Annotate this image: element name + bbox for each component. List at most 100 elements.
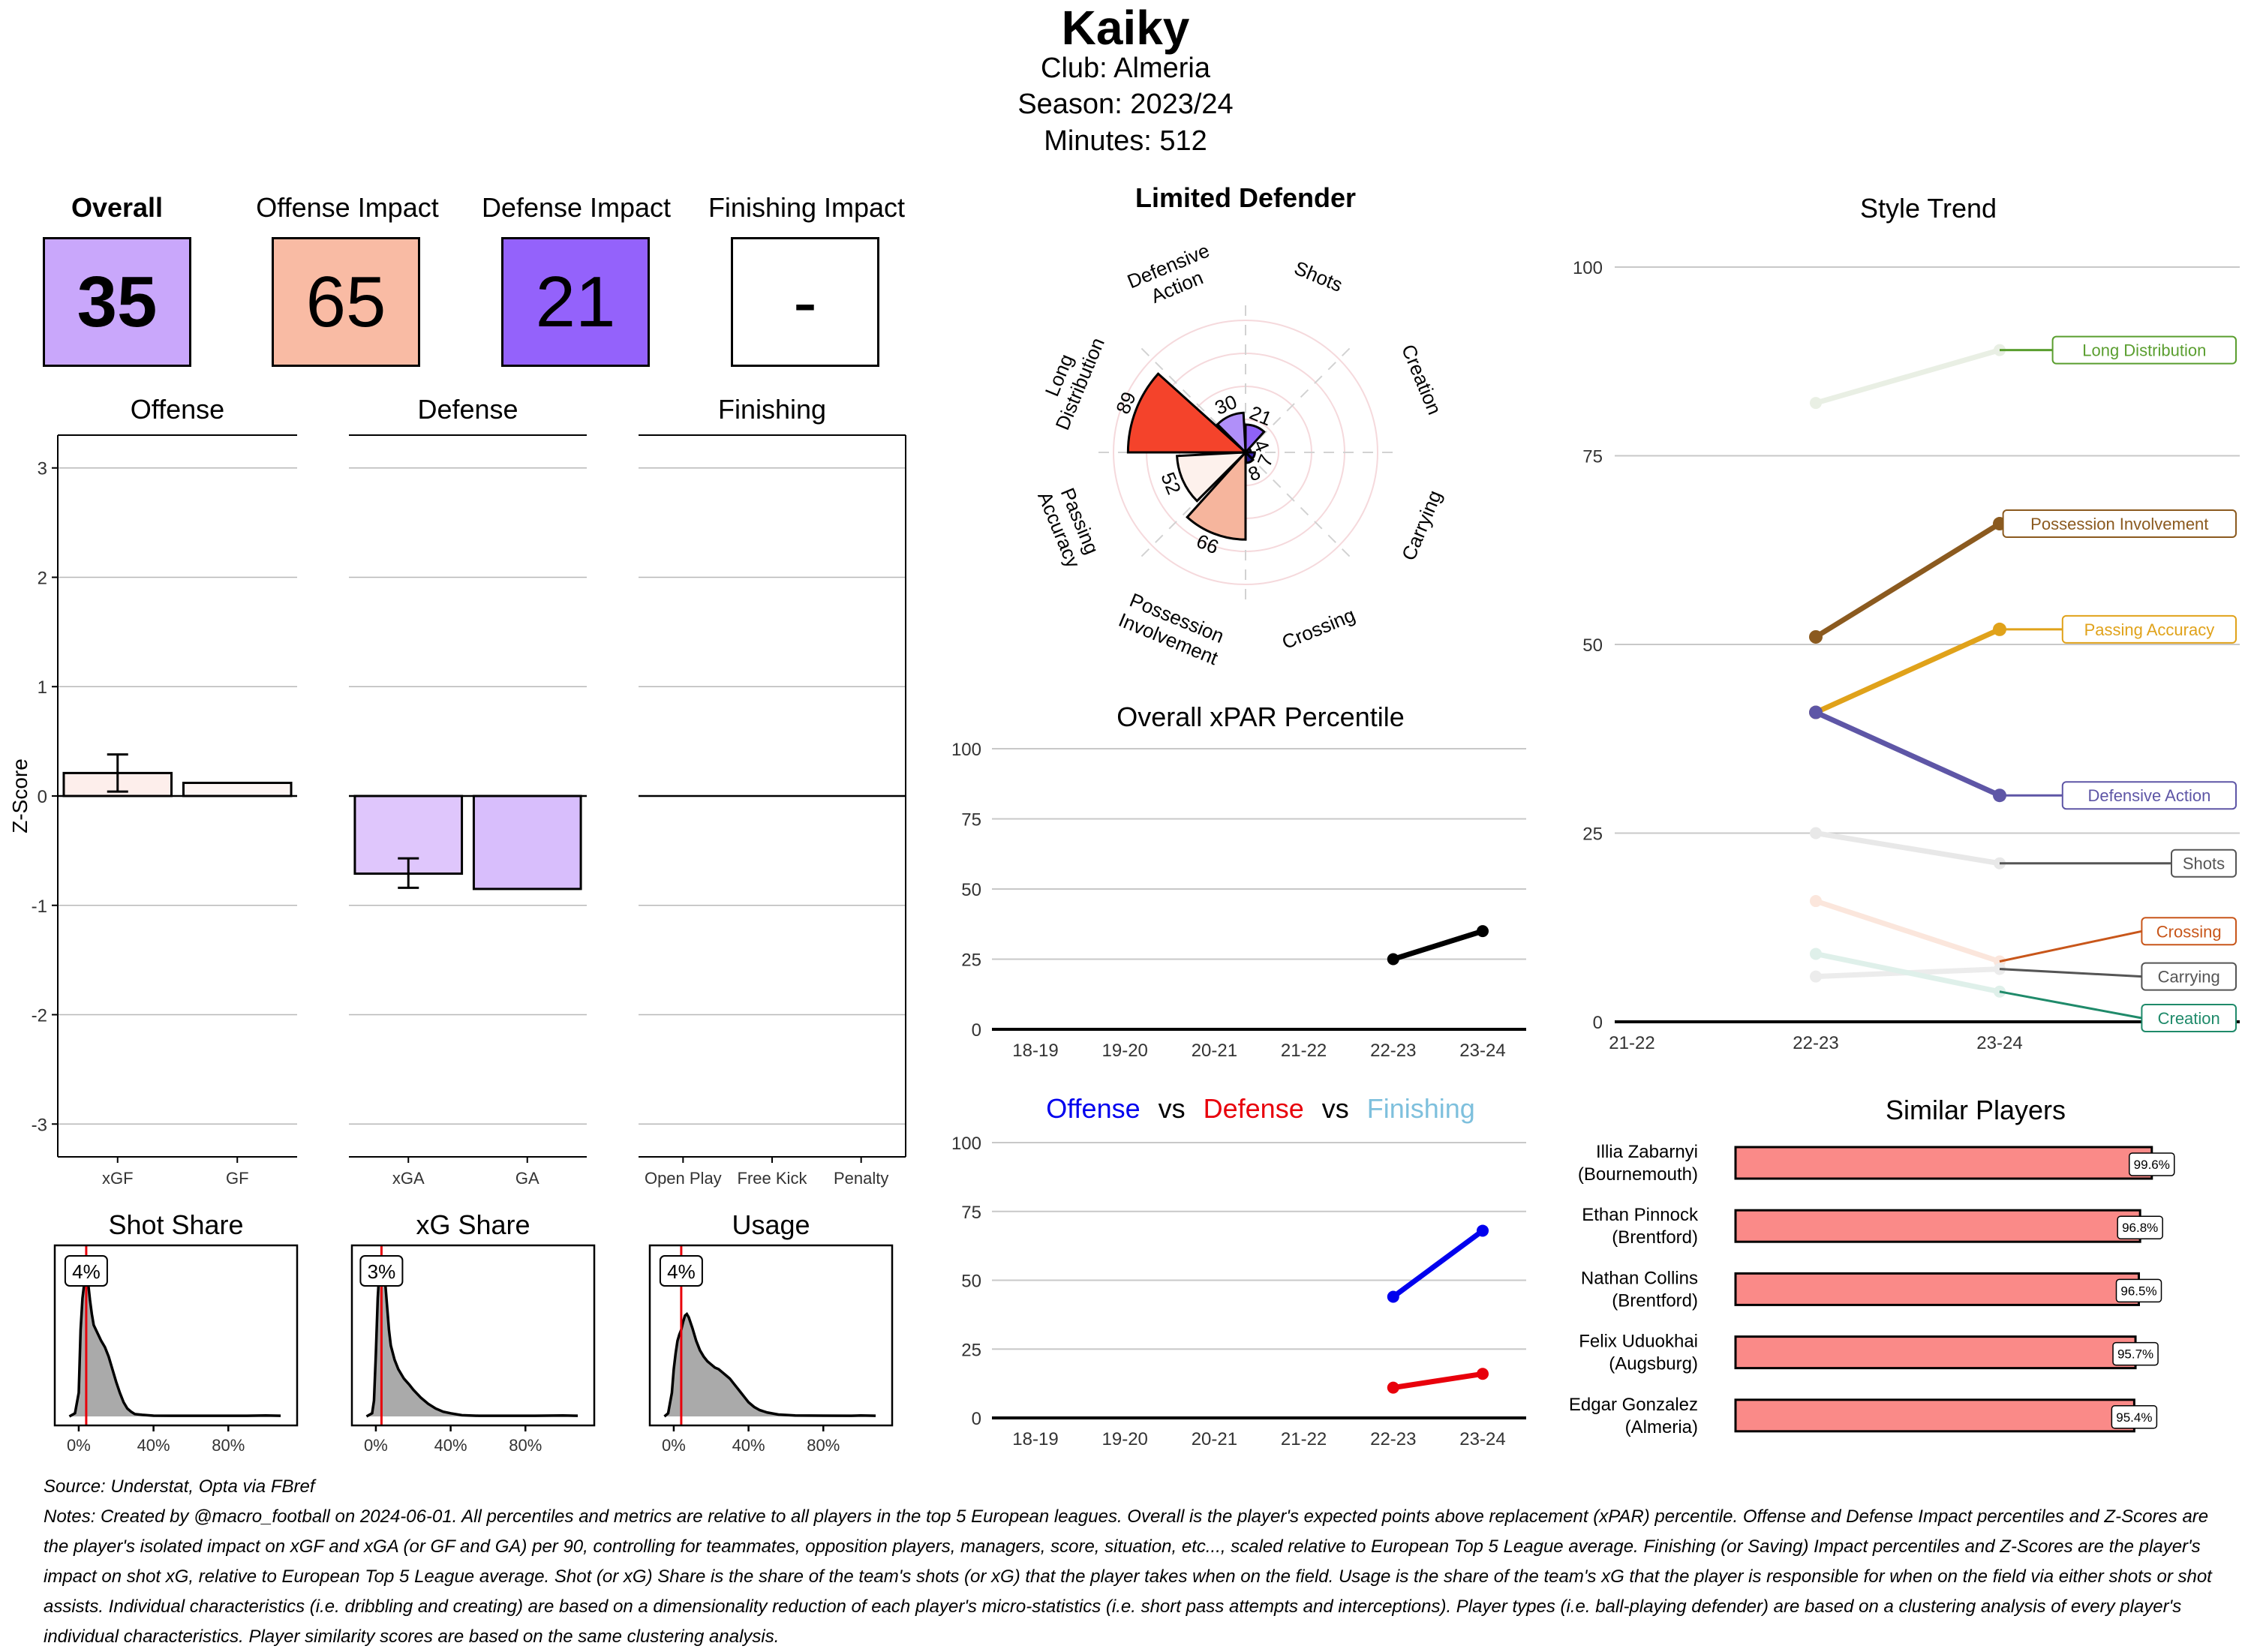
radar-ring [1113,320,1378,585]
usage-density-area [664,1314,876,1416]
radar-category-label: LongDistribution [1030,326,1109,433]
style-line-long-distribution [1815,347,2000,406]
y-tick-label: 0 [1593,1013,1603,1033]
radar-spoke [1245,452,1351,557]
radar-title: Limited Defender [1135,182,1356,213]
zscore-charts: Offense 3 2 1 0 -1 -2 -3 Z-Score xGF GF Defense xGA G… [8,394,906,1188]
similar-score-box [2112,1341,2159,1366]
y-tick-label: 100 [951,1134,981,1154]
similar-score-label: 99.6% [2134,1158,2170,1172]
style-line-shots [1815,831,2000,867]
radar-category-label: Crossing [1279,603,1358,653]
components-title-finishing: Finishing [1367,1093,1475,1124]
radar-wedge-possession-involvement [1186,449,1247,541]
series-point-overall [1387,953,1399,966]
card-label-finishing-impact: Finishing Impact [708,192,906,223]
radar-category-line: Crossing [1279,603,1358,653]
x-tick-label: 21-22 [1281,1041,1327,1061]
similar-player-club: (Brentford) [1612,1227,1698,1248]
series-line-offense [1391,1228,1485,1299]
x-tick-label: 0% [662,1436,686,1455]
similar-player-bar [1734,1335,2137,1370]
style-point [1809,705,1823,719]
card-label-offense-impact: Offense Impact [256,192,439,223]
x-tick-label: 23-24 [1459,1041,1505,1061]
x-tick-label: 0% [67,1436,91,1455]
radar-category-label: PossessionInvolvement [1116,587,1231,669]
similar-score-label: 95.4% [2116,1410,2152,1425]
x-tick-label: 21-22 [1281,1429,1327,1449]
radar-category-label: Shots [1291,257,1346,296]
style-label-possession-involvement: Possession Involvement [2030,515,2208,533]
y-tick-label: 0 [972,1409,981,1429]
x-tick-label: GF [226,1169,249,1188]
similar-player-name: Illia Zabarnyi [1596,1142,1698,1162]
y-tick-label: 25 [1582,824,1603,845]
y-axis-label: Z-Score [8,758,32,834]
style-line-defensive-action [1814,710,2001,798]
x-tick-label: Free Kick [738,1169,808,1188]
style-point [1810,970,1822,983]
x-tick-label: Penalty [834,1169,888,1188]
shot-share-density-area [69,1275,281,1416]
style-label-defensive-action: Defensive Action [2087,786,2210,805]
defense-impact-card: 21 [501,237,650,367]
similar-player-club: (Augsburg) [1609,1354,1698,1374]
series-point-defense [1387,1381,1399,1394]
style-label-box [2061,781,2237,810]
series-point-offense [1477,1224,1489,1237]
y-tick-label: 25 [961,951,981,971]
y-tick-label: 0 [38,787,47,807]
radar-category-line: Shots [1291,257,1346,296]
style-line-possession-involvement [1814,521,2001,639]
notes-line-4: assists. Individual characteristics (i.e… [44,1596,2182,1617]
overall-score-card: 35 [43,237,191,367]
style-label-box [2141,917,2237,946]
style-label-box [2061,614,2237,644]
style-label-connector [1999,968,2142,978]
x-tick-label: Open Play [645,1169,722,1188]
x-tick-label: 18-19 [1012,1429,1058,1449]
style-label-box [2171,849,2237,878]
y-tick-label: 3 [38,459,47,479]
style-label-box [2141,962,2237,991]
offense-impact-card: 65 [272,237,420,367]
y-tick-label: 0 [972,1020,981,1041]
similar-players-chart: Similar Players Illia Zabarnyi(Bournemou… [1569,1095,2175,1437]
source-text: Source: Understat, Opta via FBref [44,1476,315,1497]
x-tick-label: 18-19 [1012,1041,1058,1061]
panel-title-defense: Defense [417,394,518,425]
similar-player-name: Ethan Pinnock [1582,1205,1699,1225]
y-tick-label: 25 [961,1340,981,1360]
card-label-defense-impact: Defense Impact [481,192,672,223]
similar-player-bar [1734,1146,2153,1180]
bar-ga [472,794,582,891]
density-charts: Shot Share 4% 0% 40% 80% xG Share 3% 0% 40% 80% Us… [53,1209,894,1455]
components-title-vs-2: vs [1322,1093,1349,1124]
finishing-impact-card: - [731,237,879,367]
y-tick-label: 50 [961,1272,981,1292]
x-tick-label: 80% [212,1436,245,1455]
radar-wedge-passing-accuracy [1176,451,1249,503]
style-label-shots: Shots [2183,855,2225,873]
season-line: Season: 2023/24 [1017,89,1234,120]
x-tick-label: 19-20 [1102,1429,1148,1449]
y-tick-label: -2 [32,1006,47,1026]
series-point-overall [1477,925,1489,938]
x-tick-label: GA [515,1169,539,1188]
style-label-carrying: Carrying [2158,968,2220,987]
style-label-long-distribution: Long Distribution [2082,341,2206,360]
style-trend-chart: Style Trend 100 75 50 25 0 21-22 22-23 23-24 Lon… [1573,193,2240,1053]
style-label-connector [1999,930,2142,963]
y-tick-label: 75 [961,810,981,831]
usage-marker-label: 4% [667,1260,696,1283]
series-line-defense [1393,1371,1483,1391]
similar-score-box [2129,1152,2175,1176]
y-tick-label: -1 [32,897,47,917]
components-title-offense: Offense [1046,1093,1140,1124]
radar-wedge-shots [1244,423,1266,455]
similar-score-label: 96.8% [2122,1221,2158,1235]
x-tick-label: 23-24 [1459,1429,1505,1449]
radar-category-label: PassingAccuracy [1033,479,1105,571]
style-line-passing-accuracy [1814,626,2001,715]
